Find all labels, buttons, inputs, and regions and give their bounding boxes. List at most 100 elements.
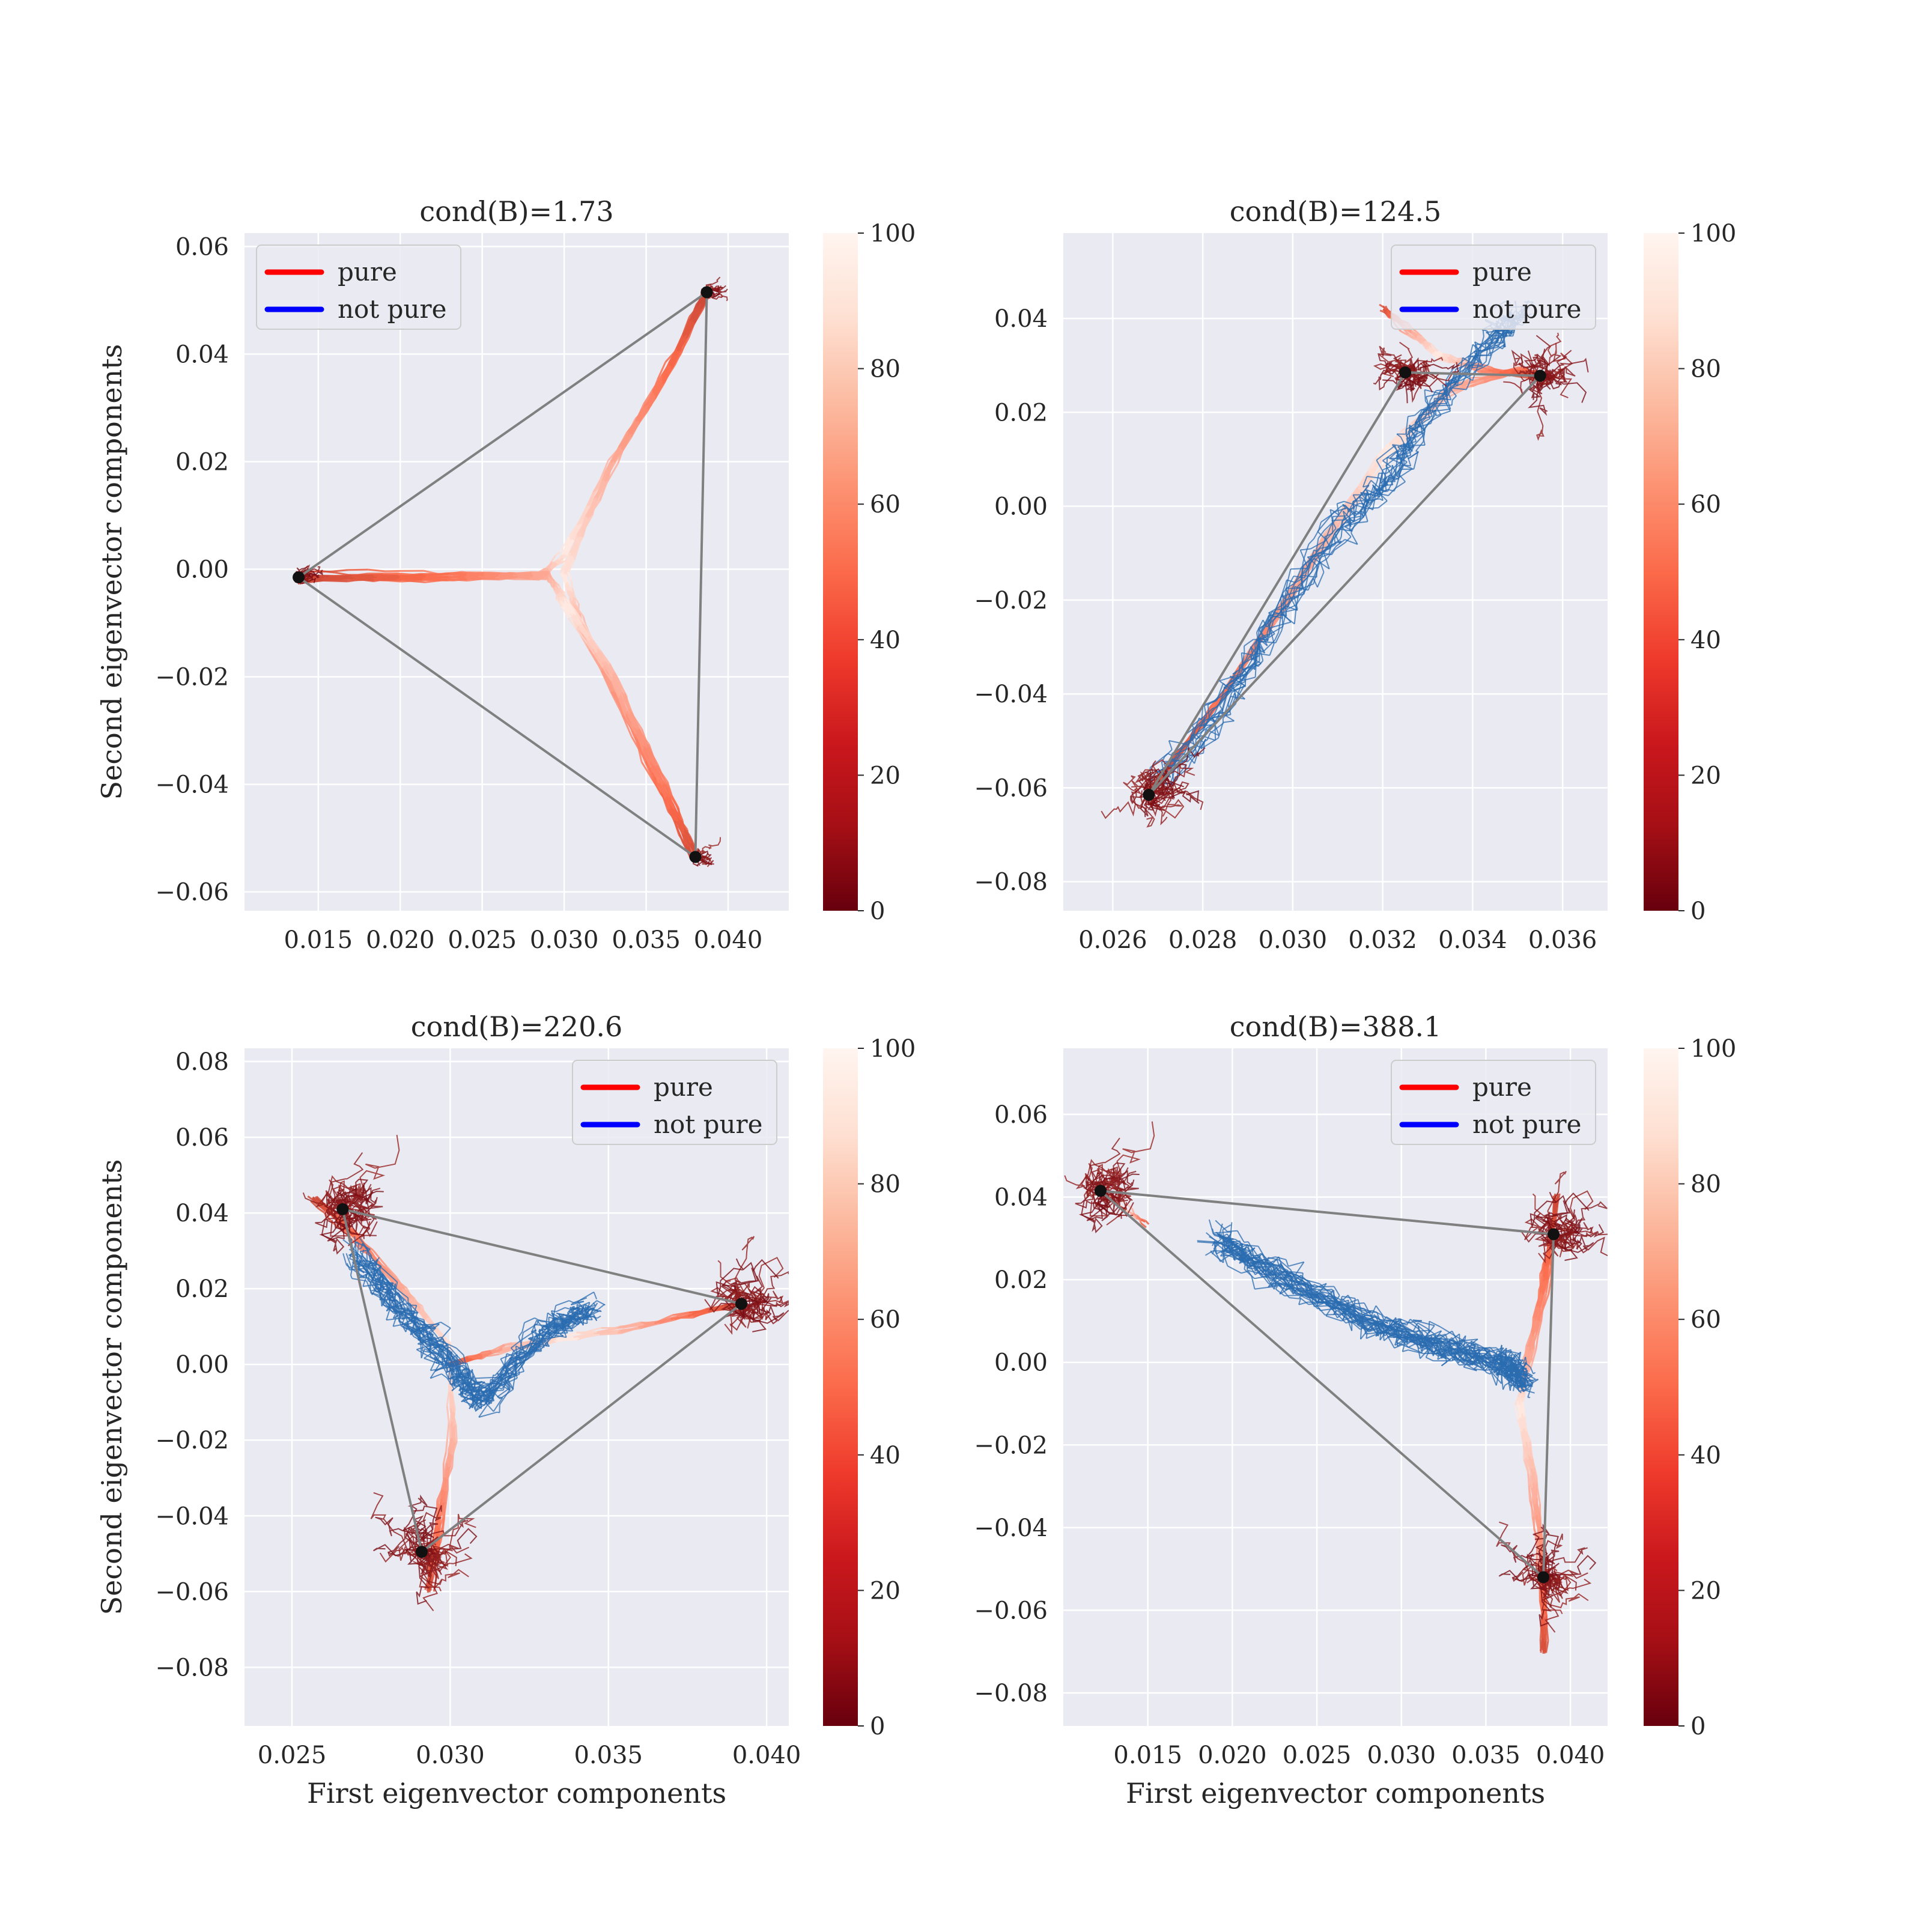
- trajectory-segment: [490, 1382, 499, 1389]
- trajectory-segment: [386, 1307, 391, 1320]
- trajectory-segment: [481, 578, 500, 581]
- trajectory-segment: [1404, 329, 1409, 335]
- trajectory-segment: [430, 1356, 442, 1364]
- trajectory-segment: [466, 573, 485, 576]
- trajectory-segment: [570, 524, 580, 541]
- trajectory-segment: [1362, 476, 1368, 488]
- trajectory-segment: [475, 1405, 481, 1409]
- trajectory-segment: [1492, 371, 1499, 374]
- trajectory-segment: [646, 398, 656, 410]
- trajectory-segment: [1421, 342, 1429, 347]
- trajectory-segment: [1430, 347, 1435, 352]
- trajectory-segment: [398, 1290, 409, 1299]
- trajectory-segment: [559, 1329, 566, 1335]
- trajectory-segment: [432, 1343, 448, 1353]
- x-tick-label: 0.035: [612, 926, 681, 954]
- trajectory-segment: [428, 1333, 433, 1339]
- trajectory-segment: [1430, 343, 1439, 352]
- trajectory-segment: [1279, 610, 1292, 623]
- trajectory-segment: [406, 1317, 410, 1326]
- trajectory-segment: [512, 1359, 518, 1366]
- cluster-trace: [338, 1188, 381, 1203]
- trajectory-segment: [1481, 360, 1487, 366]
- trajectory-segment: [1399, 455, 1403, 466]
- trajectory-segment: [576, 505, 588, 526]
- trajectory-segment: [582, 616, 587, 625]
- trajectory-segment: [445, 1489, 449, 1502]
- trajectory-segment: [426, 573, 450, 577]
- trajectory-segment: [585, 1304, 588, 1324]
- trajectory-segment: [1353, 500, 1364, 502]
- trajectory-segment: [1299, 558, 1315, 577]
- trajectory-segment: [1307, 554, 1322, 558]
- trajectory-segment: [1293, 586, 1295, 595]
- trajectory-segment: [432, 1340, 440, 1344]
- trajectory-segment: [682, 320, 691, 338]
- trajectory-segment: [1241, 652, 1245, 669]
- trajectory-segment: [450, 1359, 464, 1381]
- trajectory-segment: [370, 1251, 381, 1265]
- trajectory-segment: [1424, 340, 1432, 345]
- trajectory-segment: [661, 365, 672, 384]
- trajectory-segment: [689, 308, 696, 321]
- trajectory-segment: [1400, 330, 1408, 336]
- trajectory-segment: [1307, 556, 1319, 568]
- trajectory-segment: [1408, 333, 1417, 339]
- trajectory-segment: [426, 1327, 436, 1337]
- trajectory-segment: [401, 579, 425, 583]
- colorbar-tick-label: 80: [1690, 356, 1721, 383]
- trajectory-segment: [442, 1451, 447, 1463]
- trajectory-segment: [654, 383, 664, 399]
- trajectory-segment: [559, 556, 573, 574]
- trajectory-segment: [565, 1324, 573, 1329]
- trajectory-segment: [1418, 433, 1425, 442]
- trajectory-segment: [1171, 753, 1182, 766]
- trajectory-segment: [359, 1247, 362, 1250]
- y-tick-label: 0.06: [175, 233, 229, 261]
- trajectory-segment: [564, 555, 573, 574]
- trajectory-segment: [1356, 511, 1363, 516]
- cluster-trace: [734, 1236, 755, 1296]
- trajectory-segment: [560, 552, 571, 572]
- cluster-trace: [1547, 332, 1562, 367]
- trajectory-segment: [432, 1325, 436, 1329]
- trajectory-segment: [380, 1286, 393, 1293]
- trajectory-segment: [499, 1389, 511, 1405]
- trajectory-segment: [599, 480, 609, 501]
- trajectory-segment: [380, 1298, 394, 1314]
- trajectory-segment: [1199, 723, 1207, 727]
- trajectory-segment: [1442, 353, 1450, 356]
- trajectory-segment: [1422, 405, 1430, 410]
- trajectory-segment: [1472, 365, 1479, 381]
- trajectory-segment: [1223, 720, 1235, 723]
- trajectory-segment: [1397, 451, 1399, 459]
- trajectory-segment: [577, 1301, 587, 1312]
- trajectory-segment: [604, 663, 612, 678]
- trajectory-segment: [1194, 719, 1207, 731]
- trajectory-segment: [1483, 366, 1493, 370]
- trajectory-segment: [442, 1518, 445, 1530]
- trajectory-segment: [394, 1300, 398, 1313]
- cluster-trace: [342, 1183, 366, 1218]
- trajectory-segment: [554, 559, 559, 564]
- trajectory-segment: [371, 1269, 373, 1272]
- trajectory-segment: [577, 627, 591, 641]
- trajectory-segment: [547, 1312, 554, 1317]
- trajectory-segment: [479, 1350, 491, 1355]
- trajectory-segment: [467, 572, 484, 575]
- cluster-trace: [296, 577, 317, 585]
- trajectory-segment: [386, 1292, 402, 1305]
- chart-panel-1: 0.015 0.020 0.025 0.030 0.035 0.040−0.06−0.04…: [96, 195, 916, 954]
- trajectory-segment: [1285, 588, 1298, 611]
- trajectory-segment: [495, 574, 514, 579]
- trajectory-segment: [1274, 632, 1280, 641]
- trajectory-segment: [434, 1334, 440, 1341]
- trajectory-segment: [569, 591, 574, 598]
- trajectory-segment: [589, 640, 598, 653]
- trajectory-segment: [600, 460, 610, 479]
- trajectory-segment: [1378, 445, 1390, 458]
- trajectory-segment: [1474, 379, 1484, 384]
- trajectory-segment: [1286, 568, 1292, 583]
- trajectory-segment: [531, 570, 550, 574]
